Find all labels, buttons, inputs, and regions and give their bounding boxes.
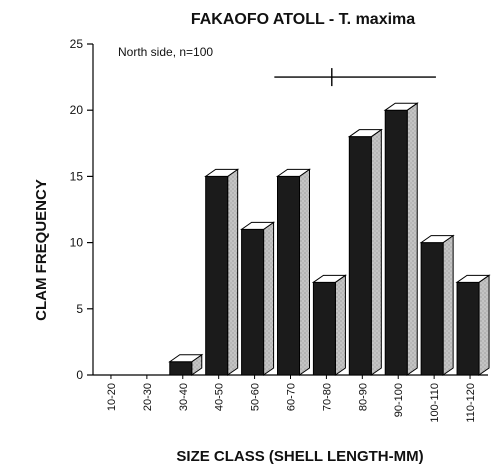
bar — [241, 228, 265, 376]
bar-top — [275, 168, 312, 177]
bar-top — [204, 168, 240, 177]
x-tick-label: 100-110 — [429, 383, 441, 423]
x-axis-label: SIZE CLASS (SHELL LENGTH-MM) — [176, 448, 423, 465]
bar — [277, 175, 300, 376]
plot-area: 0 5 10 15 20 25 10-20 20-30 30-40 40-50 50-60 60-70… — [70, 37, 491, 423]
y-tick-label: 0 — [76, 368, 83, 382]
bar-top — [168, 354, 204, 363]
bar — [169, 361, 193, 376]
bar-side — [370, 128, 382, 376]
bar-side — [406, 102, 418, 376]
y-tick-label: 10 — [70, 236, 84, 250]
y-axis-label: CLAM FREQUENCY — [33, 179, 50, 321]
bar-top — [311, 274, 347, 283]
x-tick-label: 20-30 — [142, 383, 154, 411]
bar-side — [442, 234, 454, 376]
bar — [312, 281, 336, 376]
bar-side — [478, 274, 490, 376]
bar-side — [299, 168, 310, 376]
y-tick-label: 5 — [76, 302, 83, 316]
bar — [384, 109, 408, 376]
chart-title: FAKAOFO ATOLL - T. maxima — [191, 11, 415, 28]
x-tick-label: 50-60 — [250, 383, 262, 411]
chart-annotation: North side, n=100 — [118, 45, 213, 59]
y-tick-label: 15 — [70, 169, 84, 183]
bar-side — [227, 168, 239, 376]
bar-top — [347, 129, 383, 138]
bar-top — [240, 221, 276, 230]
x-tick-label: 60-70 — [286, 383, 298, 411]
x-tick-label: 90-100 — [393, 383, 405, 417]
bar — [205, 175, 229, 376]
x-tick-label: 110-120 — [465, 383, 477, 423]
bar-side — [334, 274, 346, 376]
bar-top — [419, 235, 455, 244]
bar — [420, 242, 444, 376]
bar-top — [383, 102, 419, 111]
x-tick-label: 70-80 — [321, 383, 333, 411]
bar-top — [455, 274, 491, 283]
x-tick-label: 10-20 — [106, 383, 118, 411]
x-tick-label: 80-90 — [357, 383, 369, 411]
y-tick-label: 20 — [70, 103, 84, 117]
bar — [348, 136, 372, 376]
bar — [456, 281, 480, 376]
x-tick-label: 40-50 — [214, 383, 226, 411]
y-tick-label: 25 — [70, 37, 84, 51]
bar-side — [263, 221, 275, 376]
x-tick-label: 30-40 — [178, 383, 190, 411]
